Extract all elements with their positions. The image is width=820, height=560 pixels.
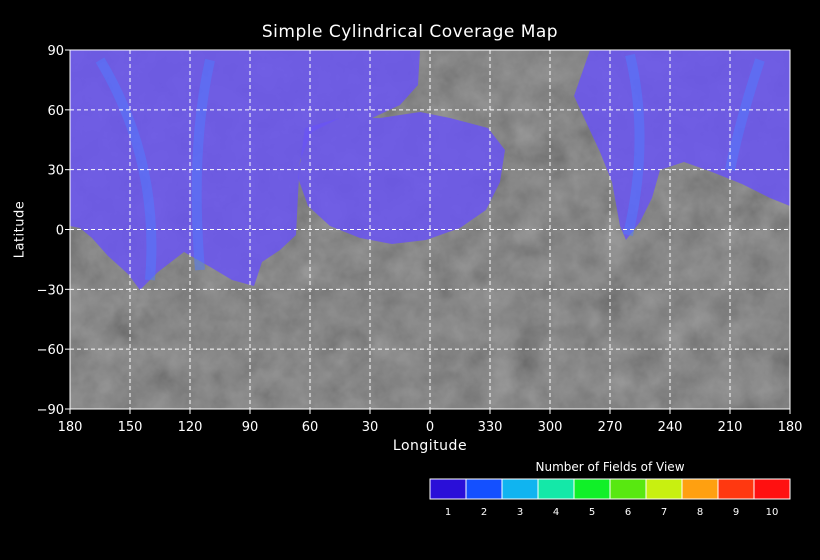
y-tick-label: 60 [47, 104, 64, 119]
coverage-region [298, 112, 505, 244]
x-tick-label: 180 [58, 420, 83, 435]
x-tick-label: 120 [178, 420, 203, 435]
y-tick-label: −90 [37, 403, 64, 418]
legend-label-10: 10 [766, 507, 779, 518]
legend-swatch-10 [753, 478, 791, 500]
map-title: Simple Cylindrical Coverage Map [261, 22, 559, 42]
coverage-swath [725, 58, 765, 171]
legend-label-5: 5 [589, 507, 595, 518]
legend-label-7: 7 [661, 507, 667, 518]
x-tick-label: 330 [478, 420, 503, 435]
y-tick-label: 0 [56, 224, 64, 239]
x-tick-label: 30 [362, 420, 379, 435]
legend-swatch-2 [465, 478, 503, 500]
legend-label-4: 4 [553, 507, 559, 518]
y-tick-label: 30 [47, 164, 64, 179]
y-tick-label: −60 [37, 343, 64, 358]
legend-label-9: 9 [733, 507, 739, 518]
x-axis-label: Longitude [392, 438, 468, 454]
y-axis-label: Latitude [12, 200, 28, 259]
fov-legend: 1 2 3 4 5 6 7 8 9 10 [429, 478, 791, 518]
legend-label-6: 6 [625, 507, 631, 518]
legend-label-1: 1 [445, 507, 451, 518]
legend-swatch-5 [573, 478, 611, 500]
legend-label-3: 3 [517, 507, 523, 518]
x-tick-label: 90 [242, 420, 259, 435]
legend-swatch-7 [645, 478, 683, 500]
legend-swatch-9 [717, 478, 755, 500]
x-tick-label: 180 [778, 420, 803, 435]
legend-title: Number of Fields of View [535, 460, 685, 474]
legend-swatch-1 [429, 478, 467, 500]
y-tick-label: 90 [47, 44, 64, 59]
coverage-swath [191, 58, 215, 271]
y-tick-label: −30 [37, 283, 64, 298]
grid-lines [70, 50, 790, 409]
x-tick-label: 300 [538, 420, 563, 435]
x-tick-label: 240 [658, 420, 683, 435]
x-tick-label: 150 [118, 420, 143, 435]
legend-swatch-6 [609, 478, 647, 500]
coverage-swath [623, 53, 645, 237]
legend-swatch-3 [501, 478, 539, 500]
legend-label-8: 8 [697, 507, 703, 518]
legend-swatch-4 [537, 478, 575, 500]
coverage-swath [95, 57, 157, 281]
legend-swatch-8 [681, 478, 719, 500]
legend-label-2: 2 [481, 507, 487, 518]
x-tick-label: 210 [718, 420, 743, 435]
x-tick-label: 270 [598, 420, 623, 435]
coverage-region [574, 50, 790, 240]
x-tick-label: 0 [426, 420, 434, 435]
x-tick-label: 60 [302, 420, 319, 435]
axis-ticks: 180 150 120 90 60 30 0 330 300 270 240 210 180906030… [37, 44, 803, 435]
